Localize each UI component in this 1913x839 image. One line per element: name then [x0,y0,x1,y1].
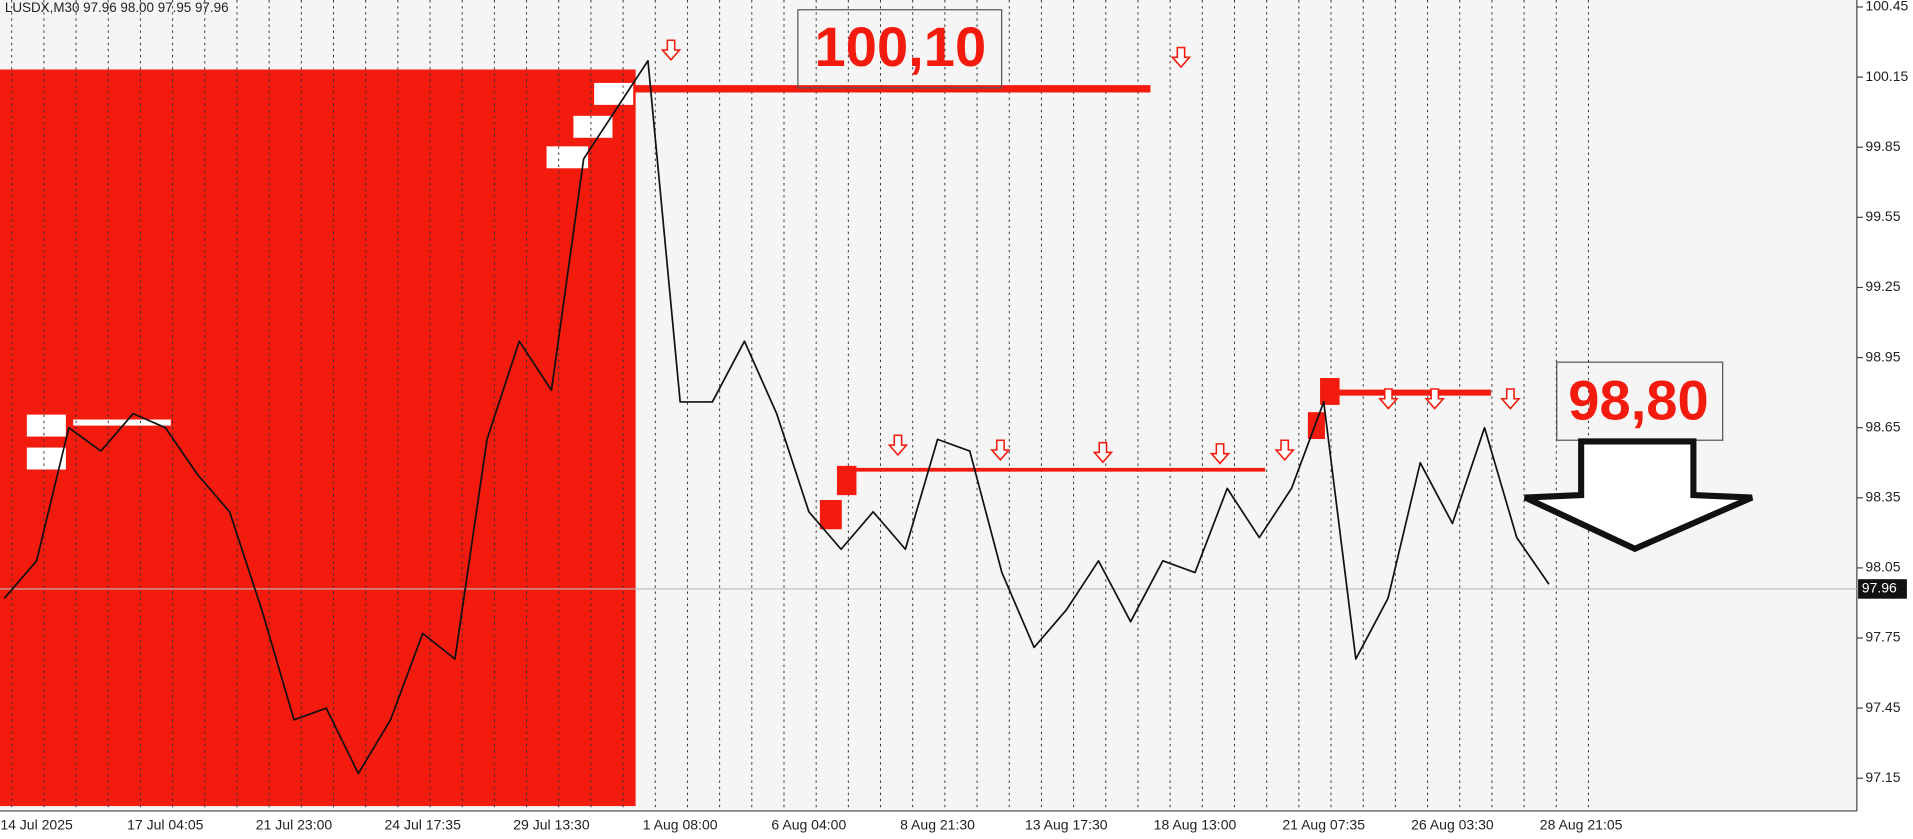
down-arrow [1523,438,1754,553]
x-tick-label: 29 Jul 13:30 [513,816,590,832]
x-tick-label: 17 Jul 04:05 [127,816,204,832]
signal-arrow [1500,388,1521,410]
y-tick-label: 99.25 [1865,278,1900,294]
y-tick-label: 99.55 [1865,208,1900,224]
y-tick-label: 98.65 [1865,418,1900,434]
y-tick-label: 97.45 [1865,699,1900,715]
signal-arrow [887,434,909,457]
x-tick-label: 8 Aug 21:30 [900,816,975,832]
y-tick-label: 98.05 [1865,559,1900,575]
level-label: 98,80 [1568,369,1708,432]
signal-block [1307,412,1325,440]
zone-marks [26,82,634,470]
signal-arrow [1209,443,1231,465]
signal-block [819,499,842,530]
x-tick-label: 18 Aug 13:00 [1154,816,1237,832]
signal-arrow [1378,388,1399,410]
signal-arrow [1170,46,1192,69]
signal-arrow [990,439,1011,461]
y-tick-label: 99.85 [1865,138,1900,154]
signal-block [836,465,857,496]
y-tick-label: 100.45 [1865,0,1908,14]
signal-block [1320,378,1340,405]
y-tick-label: 98.35 [1865,488,1900,504]
shaded-zone [0,69,636,807]
x-tick-label: 26 Aug 03:30 [1411,816,1494,832]
price-line [3,59,1550,775]
x-tick-label: 1 Aug 08:00 [643,816,718,832]
marks [0,39,1857,775]
x-tick-label: 13 Aug 17:30 [1025,816,1108,832]
x-tick-label: 28 Aug 21:05 [1540,816,1623,832]
y-tick-label: 97.75 [1865,629,1900,645]
last-price-box [1858,579,1907,599]
last-price-label: 97.96 [1862,580,1897,596]
x-tick-label: 6 Aug 04:00 [771,816,846,832]
y-tick-label: 100.15 [1865,68,1908,84]
x-tick-label: 24 Jul 17:35 [385,816,462,832]
signal-arrow [660,39,682,61]
signal-arrow [1092,441,1114,464]
y-tick-label: 97.15 [1865,769,1900,785]
x-tick-label: 21 Jul 23:00 [256,816,333,832]
level-label: 100,10 [815,15,987,78]
x-tick-label: 14 Jul 2025 [0,816,73,832]
x-tick-label: 21 Aug 07:35 [1282,816,1365,832]
y-tick-label: 98.95 [1865,348,1900,364]
signal-arrow [1274,439,1295,461]
signal-arrow [1424,388,1446,410]
chart-title: LUSDX,M30 97.96 98.00 97.95 97.96 [5,0,229,15]
grid [11,0,1589,811]
annotation-box [797,9,1003,89]
